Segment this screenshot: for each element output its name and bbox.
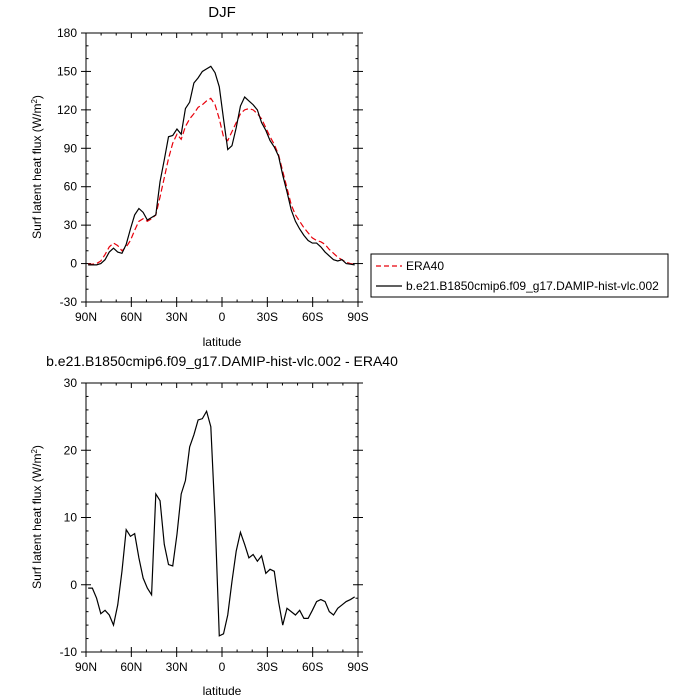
legend-label-model: b.e21.B1850cmip6.f09_g17.DAMIP-hist-vlc.…: [406, 279, 659, 293]
top-chart-title: DJF: [208, 4, 236, 21]
top-ytick-label-3: 60: [64, 180, 78, 194]
top-xtick-label-3: 0: [219, 310, 226, 324]
top-ytick-label-5: 120: [57, 103, 77, 117]
top-xtick-label-1: 60N: [120, 310, 142, 324]
top-xtick-label-0: 90N: [75, 310, 97, 324]
bottom-axis-ticks: [81, 382, 363, 657]
bottom-ytick-label-0: -10: [60, 645, 78, 659]
bottom-ytick-label-4: 30: [64, 376, 78, 390]
bottom-ytick-label-1: 0: [70, 578, 77, 592]
bottom-xtick-label-5: 60S: [302, 660, 323, 674]
bottom-ytick-label-2: 10: [64, 511, 78, 525]
bottom-y-axis-label-close: ): [30, 445, 44, 449]
top-series-line-0: [88, 97, 355, 265]
top-ytick-label-4: 90: [64, 141, 78, 155]
bottom-ytick-label-3: 20: [64, 443, 78, 457]
top-series-line-1: [88, 65, 355, 266]
top-ytick-label-2: 30: [64, 218, 78, 232]
bottom-y-axis-label-superscript: 2: [30, 449, 39, 454]
bottom-xtick-label-1: 60N: [120, 660, 142, 674]
top-xtick-label-4: 30S: [257, 310, 278, 324]
top-ytick-label-6: 150: [57, 64, 77, 78]
bottom-series-group: [88, 409, 356, 637]
top-xtick-label-5: 60S: [302, 310, 323, 324]
top-y-axis-label-superscript: 2: [30, 99, 39, 104]
bottom-xtick-label-2: 30N: [166, 660, 188, 674]
bottom-x-axis-label: latitude: [203, 684, 242, 698]
bottom-xtick-label-0: 90N: [75, 660, 97, 674]
bottom-y-axis-label-main: Surf latent heat flux (W/m: [30, 454, 44, 589]
bottom-series-line-0: [88, 409, 356, 637]
bottom-xtick-label-4: 30S: [257, 660, 278, 674]
top-tick-labels: 90N 60N 30N 0 30S 60S 90S -30 0 30 60 90 120 150 180: [57, 26, 369, 324]
top-y-axis-label: Surf latent heat flux (W/m2): [30, 95, 44, 239]
top-y-axis-label-close: ): [30, 95, 44, 99]
legend: ERA40 b.e21.B1850cmip6.f09_g17.DAMIP-his…: [370, 253, 669, 298]
bottom-xtick-label-6: 90S: [347, 660, 368, 674]
top-axis-ticks: [81, 32, 363, 307]
bottom-tick-labels: 90N 60N 30N 0 30S 60S 90S -10 0 10 20 30: [60, 376, 369, 674]
top-xtick-label-2: 30N: [166, 310, 188, 324]
bottom-chart-title: b.e21.B1850cmip6.f09_g17.DAMIP-hist-vlc.…: [46, 353, 398, 369]
top-y-axis-label-main: Surf latent heat flux (W/m: [30, 104, 44, 239]
bottom-panel: b.e21.B1850cmip6.f09_g17.DAMIP-hist-vlc.…: [30, 353, 398, 698]
top-plot-frame: [85, 32, 359, 303]
top-ytick-label-1: 0: [70, 257, 77, 271]
legend-label-era40: ERA40: [406, 259, 444, 273]
bottom-xtick-label-3: 0: [219, 660, 226, 674]
bottom-y-axis-label: Surf latent heat flux (W/m2): [30, 445, 44, 589]
top-series-group: [88, 65, 355, 266]
legend-box: [370, 253, 669, 298]
top-ytick-label-7: 180: [57, 26, 77, 40]
top-xtick-label-6: 90S: [347, 310, 368, 324]
bottom-plot-frame: [85, 382, 359, 653]
top-panel: DJF 90N 60N 30N 0 30S 60S 90S -30 0 30 60 90 120 150 1…: [30, 4, 369, 349]
top-ytick-label-0: -30: [60, 295, 78, 309]
top-x-axis-label: latitude: [203, 335, 242, 349]
